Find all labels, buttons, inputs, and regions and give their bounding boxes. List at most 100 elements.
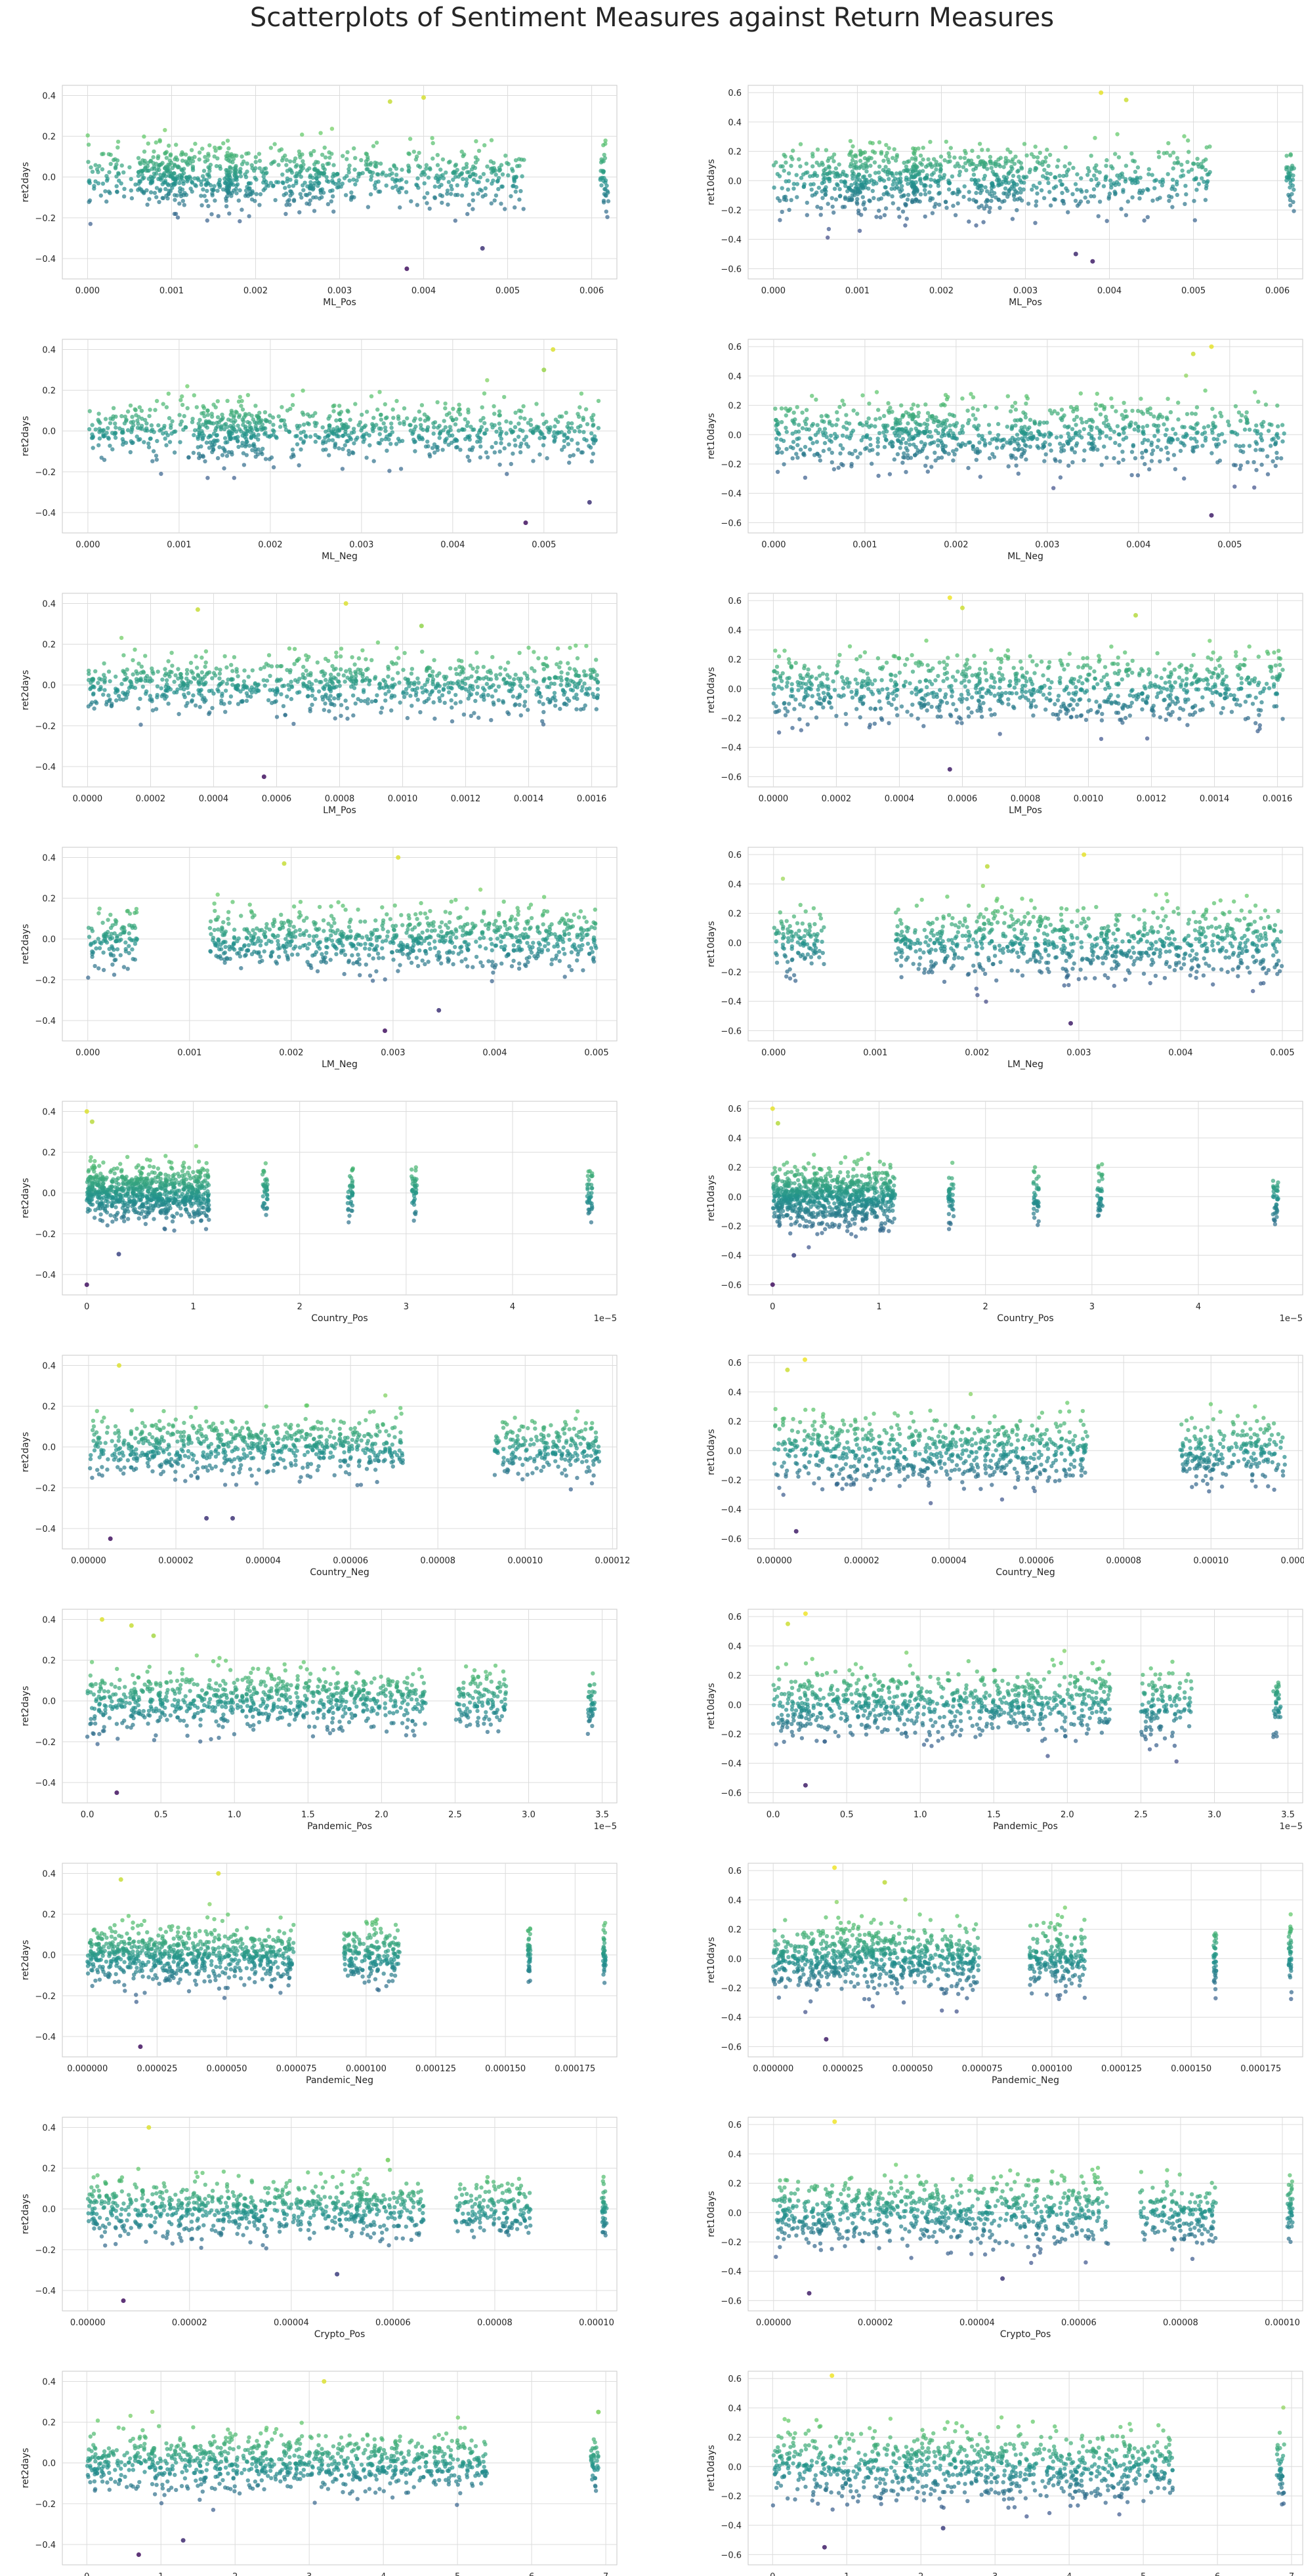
data-point — [963, 442, 968, 447]
data-point — [138, 160, 142, 165]
data-point — [1038, 420, 1042, 425]
data-point — [465, 211, 470, 217]
data-point — [213, 405, 218, 410]
data-point — [376, 189, 381, 194]
data-point — [288, 406, 293, 412]
data-point — [901, 194, 906, 198]
data-point — [883, 206, 889, 211]
data-point — [1033, 165, 1038, 171]
data-point — [574, 692, 579, 697]
data-point — [795, 443, 800, 448]
data-point — [847, 644, 852, 648]
data-point — [521, 404, 526, 409]
data-point — [959, 427, 964, 432]
data-point — [320, 694, 325, 700]
data-point — [455, 681, 459, 686]
data-point — [222, 448, 227, 452]
data-point — [217, 445, 222, 450]
data-point — [1192, 218, 1198, 222]
data-point — [508, 427, 513, 433]
data-point — [488, 677, 494, 682]
data-point — [1290, 165, 1294, 170]
data-point — [926, 434, 931, 439]
data-point — [364, 167, 369, 172]
data-point — [1164, 427, 1169, 432]
data-point — [1031, 183, 1036, 188]
data-point — [110, 447, 115, 452]
data-point — [1169, 195, 1174, 200]
data-point — [845, 173, 849, 178]
data-point — [994, 446, 999, 450]
data-point — [266, 663, 271, 668]
data-point — [163, 436, 167, 441]
data-point — [785, 681, 790, 685]
data-point — [1091, 194, 1097, 199]
data-point — [93, 427, 98, 432]
data-point — [128, 403, 133, 408]
data-point — [482, 143, 487, 148]
data-point — [163, 431, 169, 435]
data-point — [102, 688, 107, 692]
data-point — [568, 454, 572, 459]
data-point — [225, 168, 230, 173]
data-point — [1043, 452, 1048, 457]
data-point — [1120, 450, 1125, 454]
data-point — [492, 450, 497, 455]
data-point — [360, 648, 365, 653]
x-tick-label: 0.006 — [1265, 286, 1290, 296]
data-point — [327, 684, 332, 688]
data-point — [160, 196, 165, 200]
data-point — [850, 173, 855, 178]
data-point — [404, 686, 409, 692]
data-point — [345, 150, 350, 155]
data-point — [1041, 196, 1047, 200]
data-point — [1092, 444, 1097, 449]
data-point — [857, 178, 862, 182]
x-tick-label: 0.000 — [761, 540, 786, 550]
data-point — [782, 152, 786, 158]
data-point — [851, 154, 855, 159]
data-point — [332, 696, 337, 701]
data-point — [392, 179, 398, 184]
y-tick-label: 0.2 — [42, 641, 56, 650]
data-point — [492, 412, 497, 416]
data-point — [1204, 157, 1208, 162]
data-point — [148, 190, 154, 195]
data-point — [106, 152, 111, 157]
data-point — [850, 452, 854, 456]
x-tick-label: 0.002 — [258, 540, 282, 550]
data-point — [431, 700, 436, 705]
data-point — [164, 156, 169, 160]
data-point — [87, 671, 91, 676]
data-point — [578, 405, 582, 410]
data-point — [164, 443, 169, 448]
data-point — [224, 198, 228, 203]
data-point — [467, 170, 471, 175]
data-point — [855, 681, 860, 686]
data-point — [287, 202, 292, 207]
data-point — [576, 448, 580, 452]
data-point — [128, 450, 133, 455]
data-point — [494, 172, 498, 177]
data-point — [911, 175, 915, 180]
data-point — [1078, 429, 1082, 434]
data-point — [1003, 186, 1008, 191]
data-point — [822, 440, 828, 446]
data-point — [1011, 192, 1017, 197]
data-point — [263, 417, 268, 422]
data-point — [824, 413, 829, 418]
data-point — [858, 421, 863, 426]
data-point — [894, 181, 899, 186]
data-point — [1077, 201, 1082, 206]
data-point — [168, 153, 173, 158]
data-point — [518, 189, 523, 194]
data-point — [1130, 408, 1135, 413]
data-point — [358, 671, 362, 676]
data-point — [877, 208, 881, 213]
data-point — [779, 406, 784, 411]
data-point — [389, 660, 394, 665]
data-point — [580, 450, 585, 455]
data-point — [231, 420, 236, 425]
data-point — [1171, 166, 1175, 171]
y-tick-label: 0.4 — [42, 346, 56, 356]
